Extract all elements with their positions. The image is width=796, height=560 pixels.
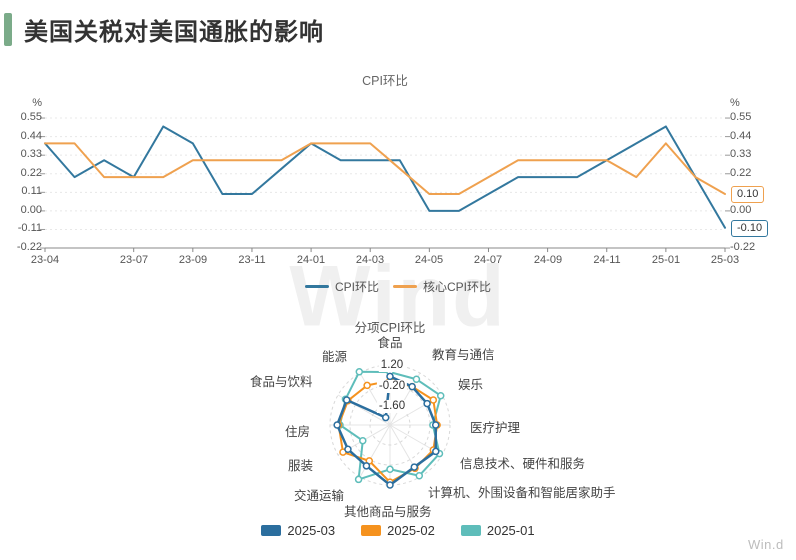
y-tick-right: 0.33	[730, 148, 752, 160]
radar-axis-label-food-beverages: 食品与饮料	[250, 375, 313, 389]
x-tick: 25-01	[651, 254, 681, 266]
2025-02-swatch	[361, 525, 382, 536]
title-accent-bar	[4, 13, 12, 46]
y-tick-left: -0.22	[16, 241, 42, 253]
radar-axis-label-transportation: 交通运输	[294, 489, 345, 503]
radar-ring-label: -0.20	[376, 380, 408, 393]
y-axis-unit-right: %	[730, 97, 740, 109]
legend-item-2025-03[interactable]: 2025-03	[261, 523, 335, 538]
wind-watermark: Wind	[289, 248, 507, 345]
x-tick: 24-01	[296, 254, 326, 266]
radar-axis-label-computers-peripherals: 计算机、外围设备和智能居家助手	[428, 486, 616, 500]
radar-chart-title: 分项CPI环比	[354, 321, 426, 335]
y-tick-left: 0.22	[20, 167, 42, 179]
y-axis-unit-left: %	[32, 97, 42, 109]
x-tick: 23-09	[178, 254, 208, 266]
x-tick: 25-03	[710, 254, 740, 266]
core-cpi-line-swatch	[393, 285, 417, 288]
legend-label: 2025-01	[486, 523, 535, 538]
y-tick-left: 0.44	[20, 130, 42, 142]
y-tick-right: 0.44	[730, 130, 752, 142]
2025-03-swatch	[261, 525, 282, 536]
x-tick: 24-05	[414, 254, 444, 266]
line-chart-title: CPI环比	[362, 74, 408, 88]
y-tick-left: 0.33	[20, 148, 42, 160]
legend-label: 核心CPI环比	[423, 280, 492, 294]
cpi-line-swatch	[304, 285, 329, 288]
radar-axis-label-it-hardware-services: 信息技术、硬件和服务	[460, 457, 586, 471]
legend-label: 2025-03	[287, 523, 336, 538]
legend-item-2025-01[interactable]: 2025-01	[460, 523, 535, 538]
legend-label: 2025-02	[387, 523, 435, 538]
x-tick: 24-11	[593, 254, 621, 266]
x-tick: 23-04	[30, 254, 60, 266]
x-tick: 23-11	[238, 254, 266, 266]
x-tick: 23-07	[119, 254, 149, 266]
radar-axis-label-energy: 能源	[322, 350, 348, 364]
2025-01-swatch	[460, 525, 481, 536]
radar-axis-label-apparel: 服装	[288, 459, 314, 473]
line-chart-legend: CPI环比 核心CPI环比	[0, 278, 796, 295]
radar-axis-label-food: 食品	[377, 336, 403, 350]
x-tick: 24-07	[473, 254, 503, 266]
legend-label: CPI环比	[334, 280, 379, 294]
legend-item-cpi[interactable]: CPI环比	[304, 278, 379, 295]
x-tick: 24-03	[355, 254, 385, 266]
y-tick-left: 0.55	[20, 111, 42, 123]
y-tick-right: 0.55	[730, 111, 752, 123]
y-tick-right: 0.22	[730, 167, 752, 179]
y-tick-left: 0.11	[21, 185, 42, 197]
legend-item-2025-02[interactable]: 2025-02	[361, 523, 435, 538]
radar-axis-label-education-communication: 教育与通信	[432, 348, 495, 362]
radar-axis-label-other-goods-services: 其他商品与服务	[344, 505, 432, 519]
page-title: 美国关税对美国通胀的影响	[24, 19, 324, 46]
radar-chart-legend: 2025-03 2025-02 2025-01	[0, 523, 796, 538]
wind-watermark-small: Win.d	[748, 537, 784, 552]
y-tick-right: -0.22	[730, 241, 756, 253]
x-tick: 24-09	[533, 254, 563, 266]
end-value-chip-core-cpi: 0.10	[731, 186, 765, 203]
radar-axis-label-medical-care: 医疗护理	[470, 421, 521, 435]
y-tick-left: 0.00	[20, 204, 42, 216]
radar-ring-label: -1.60	[376, 400, 408, 413]
radar-ring-label: 1.20	[378, 359, 406, 372]
legend-item-core-cpi[interactable]: 核心CPI环比	[393, 278, 491, 295]
y-tick-left: -0.11	[17, 222, 42, 234]
radar-axis-label-housing: 住房	[285, 425, 311, 439]
end-value-chip-cpi: -0.10	[731, 220, 769, 237]
radar-axis-label-recreation: 娱乐	[458, 378, 484, 392]
y-tick-right: 0.00	[730, 204, 752, 216]
